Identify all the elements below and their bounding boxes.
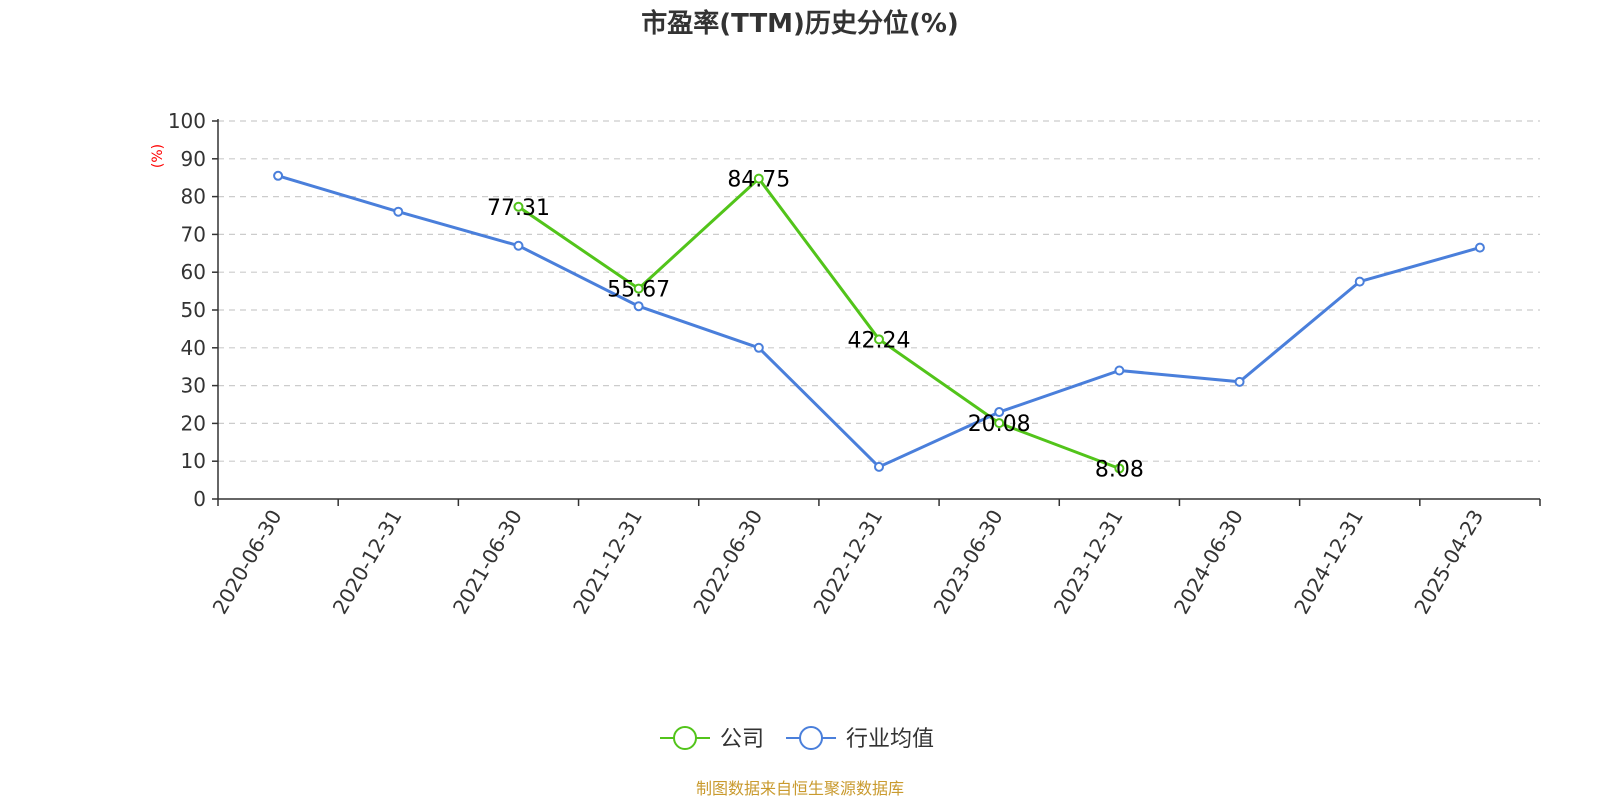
y-tick-label: 70 [181,222,206,246]
data-point-0[interactable] [513,201,524,212]
x-tick-label: 2020-06-30 [208,506,287,619]
grid-lines [218,120,1540,462]
legend-item-0[interactable]: 公司 [660,726,764,752]
data-labels: 77.31 55.67 84.75 42.24 20.08 8.08 [487,168,1144,483]
data-label: 20.08 [968,412,1031,437]
x-tick-label: 2024-06-30 [1169,506,1248,619]
y-tick-label: 30 [181,374,206,398]
y-axis-label: (%) [150,144,166,168]
y-tick-label: 80 [181,185,206,209]
data-point-0[interactable] [874,334,884,345]
x-tick-label: 2021-06-30 [448,506,527,619]
x-tick-label: 2023-06-30 [929,506,1008,619]
y-tick-label: 60 [181,260,206,284]
data-point-1[interactable] [1114,365,1125,376]
data-label: 8.08 [1095,457,1144,482]
source-note: 制图数据来自恒生聚源数据库 [696,779,904,798]
y-tick-label: 0 [193,487,206,511]
legend-item-1[interactable]: 行业均值 [786,726,934,752]
y-tick-label: 100 [168,109,206,133]
legend-label: 行业均值 [846,727,934,752]
data-point-1[interactable] [874,461,884,472]
data-label: 84.75 [727,168,790,193]
x-tick-label: 2022-12-31 [808,506,887,619]
x-tick-label: 2022-06-30 [688,506,767,619]
y-tick-label: 10 [181,449,206,473]
data-point-0[interactable] [1114,463,1125,474]
data-point-0[interactable] [994,418,1005,429]
data-point-0[interactable] [633,283,644,294]
data-point-0[interactable] [753,173,764,184]
chart-title: 市盈率(TTM)历史分位(%) [641,8,959,39]
series-line-0 [517,177,1120,470]
x-tick-label: 2020-12-31 [328,505,407,618]
x-tick-label: 2025-04-23 [1409,506,1488,619]
y-tick-label: 90 [181,147,206,171]
data-point-1[interactable] [753,342,764,353]
y-tick-label: 40 [181,336,206,360]
data-point-1[interactable] [393,206,404,217]
data-point-1[interactable] [1474,242,1485,253]
y-tick-label: 20 [181,411,206,435]
data-point-1[interactable] [633,301,644,312]
axes: 0 10 20 30 40 50 60 70 80 90 100 2020-06-30 2020-12-… [168,109,1541,619]
data-point-1[interactable] [994,407,1005,418]
data-point-1[interactable] [1234,376,1245,387]
legend-marker [799,726,824,750]
data-label: 42.24 [848,328,911,353]
x-tick-label: 2023-12-31 [1049,506,1128,619]
series-layer [273,170,1485,474]
data-point-1[interactable] [513,240,524,251]
y-tick-label: 50 [181,298,206,322]
data-label: 55.67 [607,278,670,303]
legend-marker [673,726,697,750]
data-point-1[interactable] [1354,276,1365,287]
data-point-1[interactable] [273,170,284,181]
data-label: 77.31 [487,196,550,221]
x-tick-label: 2021-12-31 [568,506,647,619]
legend[interactable]: 公司 行业均值 [660,726,934,752]
x-tick-label: 2024-12-31 [1289,506,1368,619]
legend-label: 公司 [720,727,764,752]
